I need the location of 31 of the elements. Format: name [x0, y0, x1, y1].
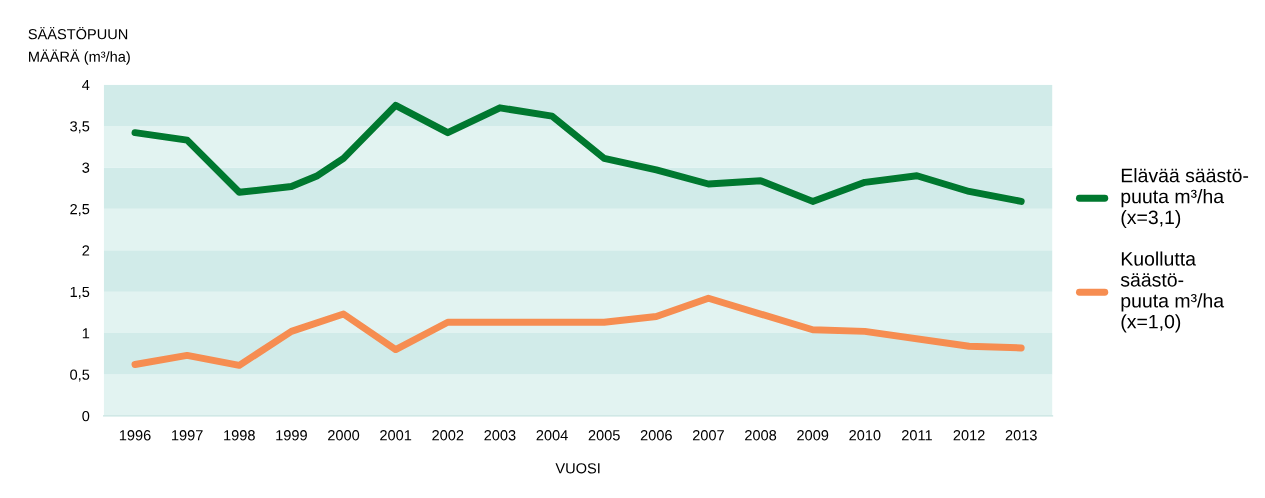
- x-tick-label: 2009: [797, 430, 829, 441]
- y-tick-label: 1,5: [70, 286, 90, 299]
- x-axis-title: VUOSI: [555, 463, 600, 474]
- y-tick-label: 1: [82, 328, 90, 339]
- x-tick-label: 1997: [172, 430, 203, 441]
- x-tick-label: 2006: [640, 430, 672, 441]
- y-tick-label: 0,5: [70, 369, 90, 382]
- y-tick-label: 0: [82, 410, 90, 422]
- x-tick-label: 2013: [1005, 430, 1037, 441]
- x-tick-label: 2004: [536, 430, 568, 441]
- y-axis-title: SÄÄSTÖPUUN MÄÄRÄ (m³/ha): [28, 26, 130, 65]
- x-tick-label: 1999: [276, 430, 307, 441]
- legend-label: Elävää säästö- puuta m³/ha (x=3,1): [1121, 168, 1249, 229]
- y-tick-label: 2: [82, 245, 90, 256]
- x-tick-label: 2011: [902, 430, 932, 441]
- x-tick-label: 2010: [849, 430, 881, 441]
- x-tick-label: 2003: [484, 430, 516, 441]
- y-tick-label: 2,5: [70, 203, 90, 216]
- x-tick-label: 2000: [328, 430, 360, 441]
- x-tick-label: 1996: [119, 430, 151, 441]
- x-tick-label: 2002: [432, 430, 464, 441]
- x-tick-label: 1998: [224, 430, 255, 441]
- x-tick-label: 2001: [380, 430, 412, 441]
- x-tick-label: 2005: [588, 430, 620, 441]
- legend-label: Kuollutta säästö- puuta m³/ha (x=1,0): [1120, 251, 1225, 333]
- x-tick-label: 2012: [953, 430, 985, 441]
- y-tick-label: 3: [82, 162, 90, 173]
- x-tick-label: 2008: [745, 430, 777, 441]
- y-tick-label: 4: [82, 79, 90, 90]
- x-tick-label: 2007: [692, 430, 724, 441]
- y-tick-label: 3,5: [70, 121, 90, 134]
